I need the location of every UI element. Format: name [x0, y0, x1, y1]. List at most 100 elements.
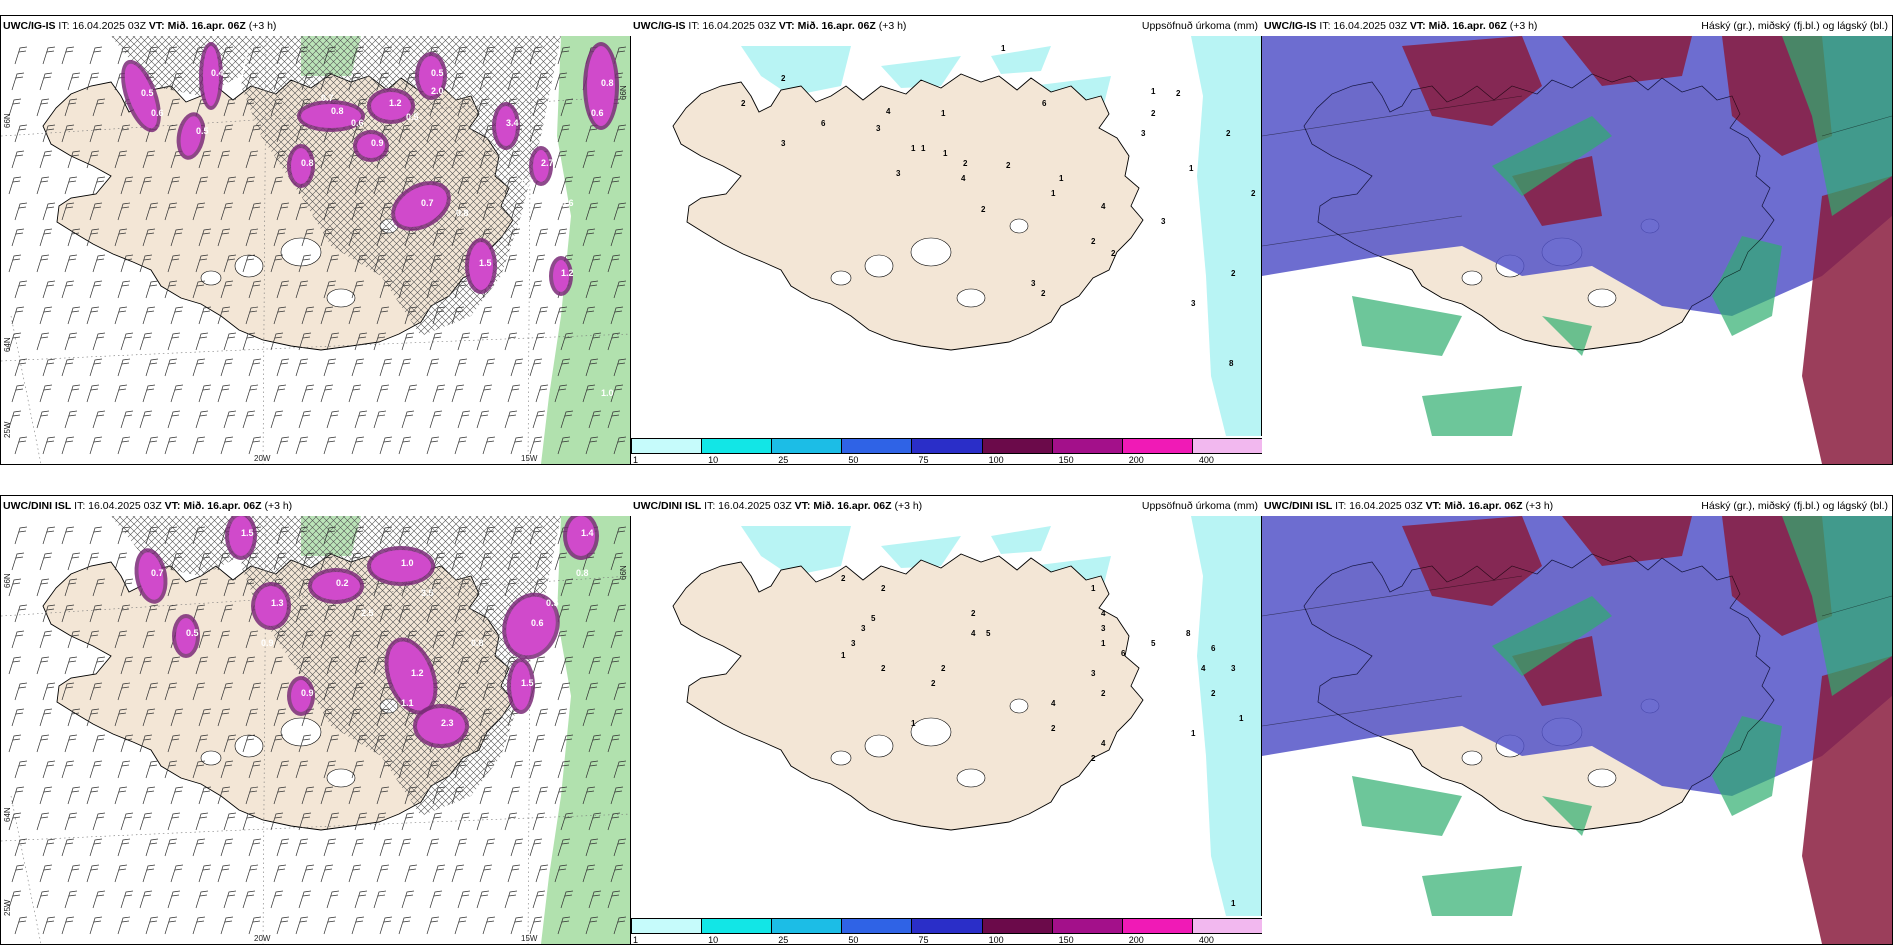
wind-barb — [426, 436, 440, 455]
wind-barb — [36, 254, 50, 273]
glacier — [956, 288, 986, 308]
snow-value-label: 0.8 — [471, 638, 484, 648]
wind-barb — [114, 708, 128, 727]
wind-barb — [585, 760, 599, 779]
wind-barb — [223, 812, 237, 831]
wind-barb — [613, 760, 627, 779]
colorbar-segment — [631, 918, 703, 934]
wind-barb — [298, 890, 312, 909]
wind-barb — [114, 786, 128, 805]
wind-barb — [89, 436, 103, 455]
wind-barb — [429, 98, 443, 117]
wind-barb — [432, 384, 446, 403]
colorbar-tick-label: 400 — [1198, 455, 1214, 465]
wind-barb — [607, 332, 621, 351]
wind-barb — [170, 708, 184, 727]
border-line — [1821, 595, 1892, 617]
wind-barb — [507, 786, 521, 805]
wind-barb — [145, 358, 159, 377]
wind-barb — [479, 384, 493, 403]
wind-barb — [273, 306, 287, 325]
wind-barb — [120, 578, 134, 597]
wind-barb — [607, 812, 621, 831]
high-cloud-area — [1402, 36, 1542, 126]
wind-barb — [401, 254, 415, 273]
wind-barb — [507, 552, 521, 571]
snow-value-label: 0.5 — [186, 628, 199, 638]
snow-value-label: 0.8 — [301, 158, 314, 168]
snow-band-inner — [506, 596, 556, 656]
snow-band-inner — [124, 63, 158, 129]
wind-barb — [301, 384, 315, 403]
wind-barb — [120, 656, 134, 675]
precip-area — [741, 46, 851, 96]
precip-area — [741, 526, 851, 576]
wind-barb — [142, 306, 156, 325]
wind-barb — [351, 202, 365, 221]
wind-barb — [301, 630, 315, 649]
precip-value-label: 2 — [931, 679, 936, 688]
glacier — [1587, 288, 1617, 308]
precip-value-label: 5 — [1151, 639, 1156, 648]
wind-barb — [476, 332, 490, 351]
wind-barb — [39, 228, 53, 247]
wind-barb — [398, 280, 412, 299]
wind-barb — [164, 280, 178, 299]
glacier — [910, 237, 952, 267]
wind-barb — [86, 552, 100, 571]
precip-value-label: 3 — [861, 624, 866, 633]
wind-barb — [114, 228, 128, 247]
snow-hatch-area — [111, 516, 251, 576]
panel-bottom-left: UWC/DINI ISL IT: 16.04.2025 03Z VT: Mið.… — [0, 495, 632, 945]
snow-band-inner — [567, 516, 595, 556]
wind-barb — [454, 124, 468, 143]
panel-header: UWC/DINI ISL IT: 16.04.2025 03Z VT: Mið.… — [1, 496, 631, 516]
wind-barb — [432, 864, 446, 883]
wind-barb — [86, 864, 100, 883]
wind-barb — [117, 604, 131, 623]
wind-barb — [426, 760, 440, 779]
wind-barb — [376, 864, 390, 883]
wind-barb — [11, 708, 25, 727]
wind-barb — [42, 916, 56, 935]
wind-barb — [92, 734, 106, 753]
wind-barb — [270, 254, 284, 273]
wind-barb — [376, 630, 390, 649]
wind-barb — [248, 760, 262, 779]
wind-barb — [320, 552, 334, 571]
wind-barb — [373, 176, 387, 195]
wind-barb — [535, 552, 549, 571]
wind-barb — [220, 604, 234, 623]
map-borders — [1262, 575, 1892, 727]
wind-barb — [145, 916, 159, 935]
wind-barb — [426, 916, 440, 935]
wind-barb — [192, 760, 206, 779]
wind-barb — [557, 916, 571, 935]
wind-barb — [223, 254, 237, 273]
wind-barb — [323, 838, 337, 857]
wind-barb — [64, 410, 78, 429]
wind-barb — [117, 358, 131, 377]
wind-barb — [351, 604, 365, 623]
wind-barb — [535, 786, 549, 805]
wind-barb — [8, 176, 22, 195]
wind-barb — [301, 864, 315, 883]
wind-barb — [507, 864, 521, 883]
low-cloud-area — [1422, 386, 1522, 436]
wind-barb — [557, 124, 571, 143]
wind-barb — [36, 734, 50, 753]
wind-barb — [348, 552, 362, 571]
wind-barb — [507, 384, 521, 403]
low-cloud-area — [1542, 796, 1592, 836]
colorbar-tick-label: 400 — [1198, 935, 1214, 945]
glacier — [910, 717, 952, 747]
colorbar: 1 10 25 50 75 100 150 200 400 — [631, 916, 1262, 944]
wind-barb — [270, 812, 284, 831]
wind-barb — [398, 604, 412, 623]
graticule-line — [1, 575, 631, 617]
border-line — [1262, 95, 1523, 137]
high-cloud-area — [1802, 176, 1892, 464]
wind-barb — [217, 864, 231, 883]
graticule — [1, 515, 631, 944]
wind-barb — [398, 124, 412, 143]
